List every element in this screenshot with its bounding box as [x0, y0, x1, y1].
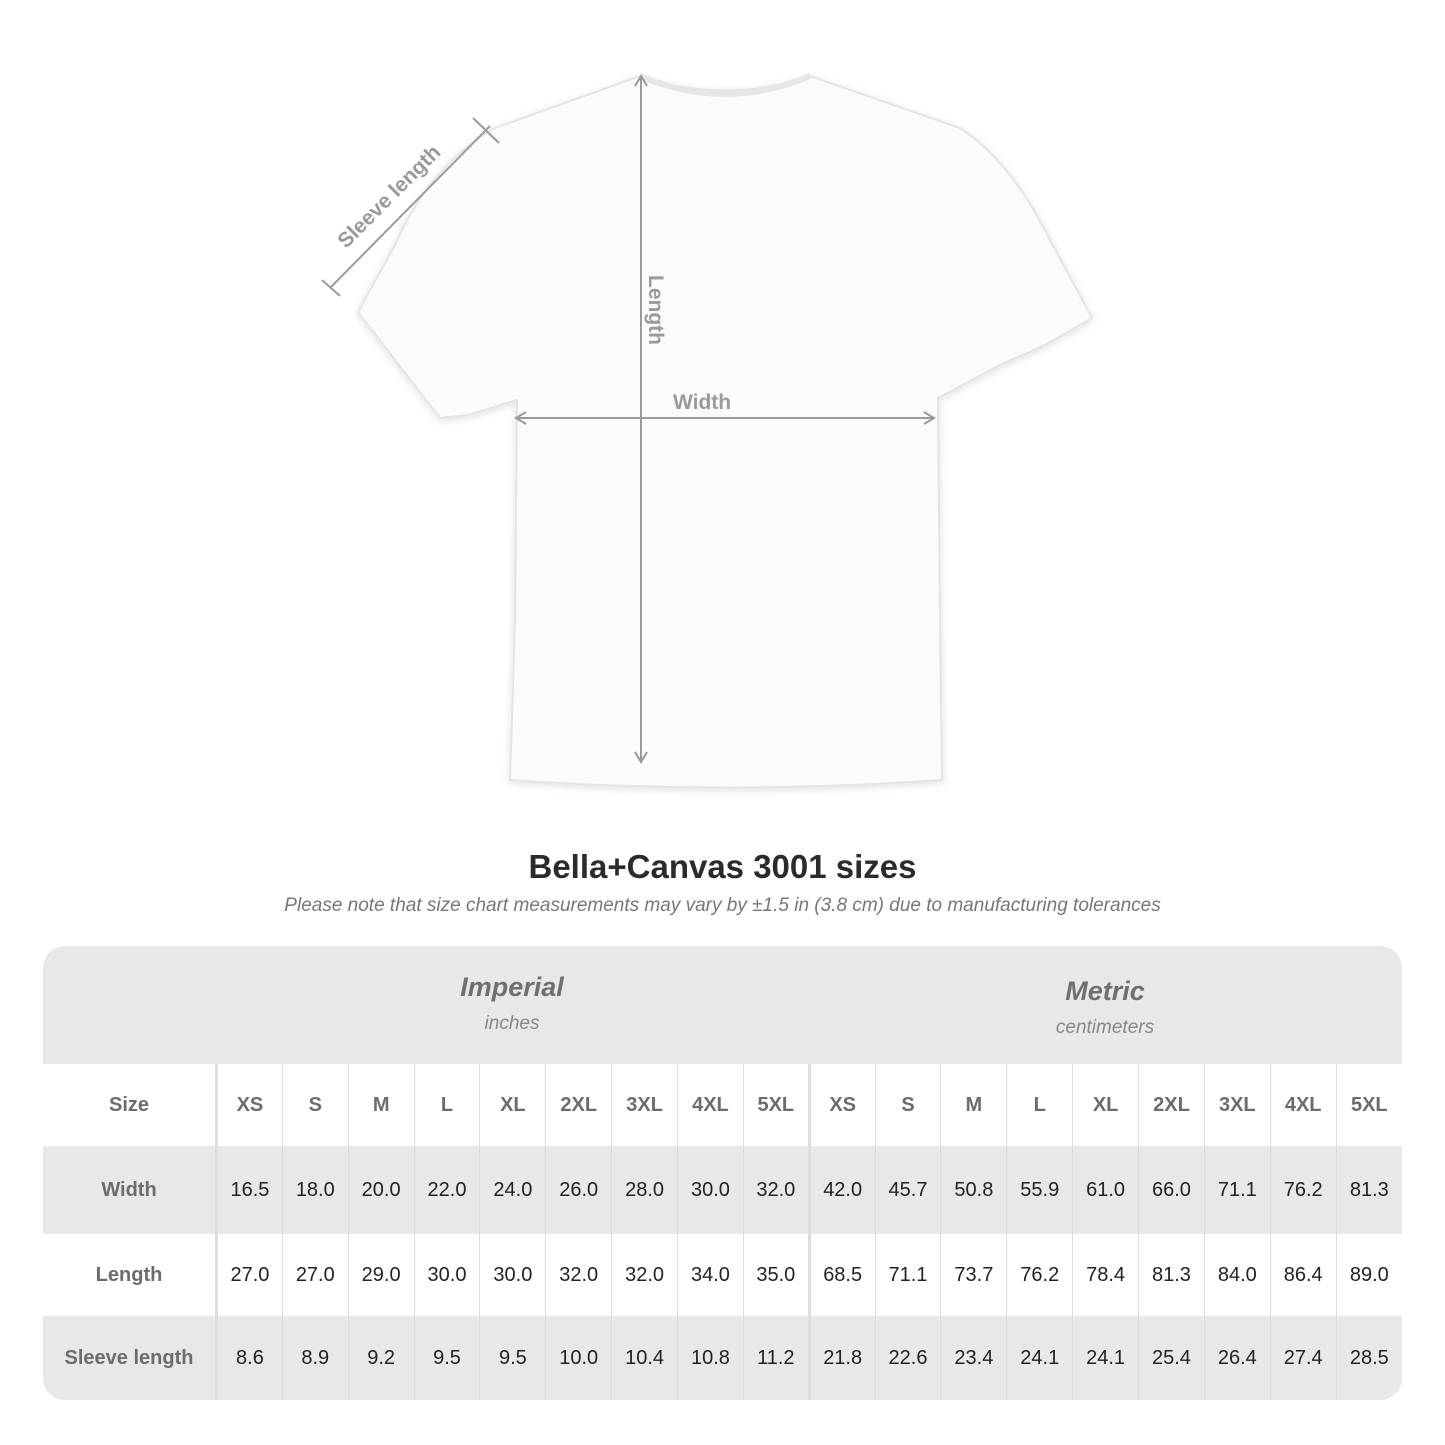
measure-lines — [321, 74, 936, 764]
metric-size-header: XL — [1072, 1064, 1139, 1146]
metric-value: 25.4 — [1138, 1316, 1205, 1400]
metric-title: Metric — [1065, 976, 1145, 1006]
imperial-value: 9.5 — [413, 1316, 480, 1400]
imperial-value: 32.0 — [545, 1234, 612, 1316]
imperial-value: 30.0 — [677, 1146, 744, 1234]
imperial-value: 18.0 — [281, 1146, 349, 1234]
metric-value: 71.1 — [1203, 1146, 1271, 1234]
imperial-value: 10.0 — [545, 1316, 612, 1400]
imperial-size-header: S — [281, 1064, 349, 1146]
imperial-value: 28.0 — [611, 1146, 678, 1234]
metric-value: 22.6 — [874, 1316, 941, 1400]
metric-value: 55.9 — [1006, 1146, 1073, 1234]
imperial-size-header: 3XL — [611, 1064, 678, 1146]
tolerance-note: Please note that size chart measurements… — [284, 895, 1161, 916]
sleeve-line — [330, 125, 491, 288]
metric-size-header: XS — [807, 1064, 876, 1146]
imperial-size-header: 2XL — [545, 1064, 612, 1146]
imperial-value: 10.4 — [611, 1316, 678, 1400]
row-label: Width — [43, 1146, 218, 1234]
imperial-value: 8.6 — [216, 1316, 283, 1400]
table-row: Width 16.5 18.0 20.0 22.0 24.0 26.0 28.0 30.0 32.… — [43, 1146, 1402, 1234]
table-row: Length 27.0 27.0 29.0 30.0 30.0 32.0 32.0 34.0 35… — [43, 1234, 1402, 1316]
imperial-value: 8.9 — [281, 1316, 349, 1400]
metric-value: 45.7 — [874, 1146, 941, 1234]
metric-value: 73.7 — [940, 1234, 1007, 1316]
metric-value: 42.0 — [807, 1146, 876, 1234]
metric-value: 23.4 — [940, 1316, 1007, 1400]
imperial-value: 26.0 — [545, 1146, 612, 1234]
metric-value: 26.4 — [1203, 1316, 1271, 1400]
imperial-value: 30.0 — [413, 1234, 480, 1316]
imperial-unit: inches — [484, 1013, 540, 1034]
metric-header: Metric centimeters — [808, 946, 1402, 1094]
imperial-value: 32.0 — [742, 1146, 810, 1234]
imperial-value: 27.0 — [216, 1234, 283, 1316]
imperial-size-header: 5XL — [742, 1064, 810, 1146]
metric-size-header: 5XL — [1335, 1064, 1402, 1146]
imperial-value: 34.0 — [677, 1234, 744, 1316]
page-title: Bella+Canvas 3001 sizes — [528, 848, 917, 885]
metric-value: 68.5 — [807, 1234, 876, 1316]
imperial-value: 16.5 — [216, 1146, 283, 1234]
metric-size-header: S — [874, 1064, 941, 1146]
metric-value: 50.8 — [940, 1146, 1007, 1234]
imperial-value: 9.2 — [347, 1316, 415, 1400]
metric-value: 78.4 — [1072, 1234, 1139, 1316]
imperial-value: 20.0 — [347, 1146, 415, 1234]
metric-value: 66.0 — [1138, 1146, 1205, 1234]
imperial-title: Imperial — [460, 972, 564, 1002]
size-table: Imperial inches Metric centimeters Size X… — [43, 946, 1402, 1400]
imperial-value: 35.0 — [742, 1234, 810, 1316]
length-label: Length — [643, 275, 667, 345]
imperial-value: 29.0 — [347, 1234, 415, 1316]
tshirt-diagram — [321, 73, 1094, 789]
imperial-size-header: 4XL — [677, 1064, 744, 1146]
imperial-value: 22.0 — [413, 1146, 480, 1234]
row-label: Sleeve length — [43, 1316, 218, 1400]
imperial-value: 10.8 — [677, 1316, 744, 1400]
width-label: Width — [673, 391, 732, 414]
row-label: Length — [43, 1234, 218, 1316]
size-header-row: Size XS S M L XL 2XL 3XL 4XL 5XL XS S M L XL 2XL 3XL 4XL 5… — [43, 1064, 1402, 1146]
metric-value: 76.2 — [1006, 1234, 1073, 1316]
metric-value: 24.1 — [1072, 1316, 1139, 1400]
imperial-header: Imperial inches — [216, 946, 808, 1090]
metric-value: 81.3 — [1335, 1146, 1402, 1234]
imperial-size-header: L — [413, 1064, 480, 1146]
metric-value: 27.4 — [1269, 1316, 1337, 1400]
tshirt-body — [356, 74, 1094, 789]
metric-value: 84.0 — [1203, 1234, 1271, 1316]
metric-value: 61.0 — [1072, 1146, 1139, 1234]
table-row: Sleeve length 8.6 8.9 9.2 9.5 9.5 10.0 10.4 10.8… — [43, 1316, 1402, 1400]
imperial-value: 27.0 — [281, 1234, 349, 1316]
metric-value: 89.0 — [1335, 1234, 1402, 1316]
imperial-size-header: M — [347, 1064, 415, 1146]
metric-value: 86.4 — [1269, 1234, 1337, 1316]
imperial-value: 11.2 — [742, 1316, 810, 1400]
imperial-value: 30.0 — [479, 1234, 546, 1316]
metric-value: 81.3 — [1138, 1234, 1205, 1316]
imperial-value: 9.5 — [479, 1316, 546, 1400]
metric-value: 28.5 — [1335, 1316, 1402, 1400]
metric-value: 24.1 — [1006, 1316, 1073, 1400]
metric-value: 76.2 — [1269, 1146, 1337, 1234]
metric-size-header: 3XL — [1203, 1064, 1271, 1146]
metric-size-header: 4XL — [1269, 1064, 1337, 1146]
tshirt-collar — [638, 73, 812, 97]
size-grid: Size XS S M L XL 2XL 3XL 4XL 5XL XS S M L XL 2XL 3XL 4XL 5… — [43, 1064, 1402, 1400]
metric-value: 71.1 — [874, 1234, 941, 1316]
metric-value: 21.8 — [807, 1316, 876, 1400]
imperial-size-header: XL — [479, 1064, 546, 1146]
metric-size-header: M — [940, 1064, 1007, 1146]
imperial-value: 24.0 — [479, 1146, 546, 1234]
metric-size-header: L — [1006, 1064, 1073, 1146]
metric-unit: centimeters — [1055, 1017, 1155, 1038]
size-label: Size — [43, 1064, 218, 1146]
imperial-size-header: XS — [216, 1064, 283, 1146]
metric-size-header: 2XL — [1138, 1064, 1205, 1146]
imperial-value: 32.0 — [611, 1234, 678, 1316]
